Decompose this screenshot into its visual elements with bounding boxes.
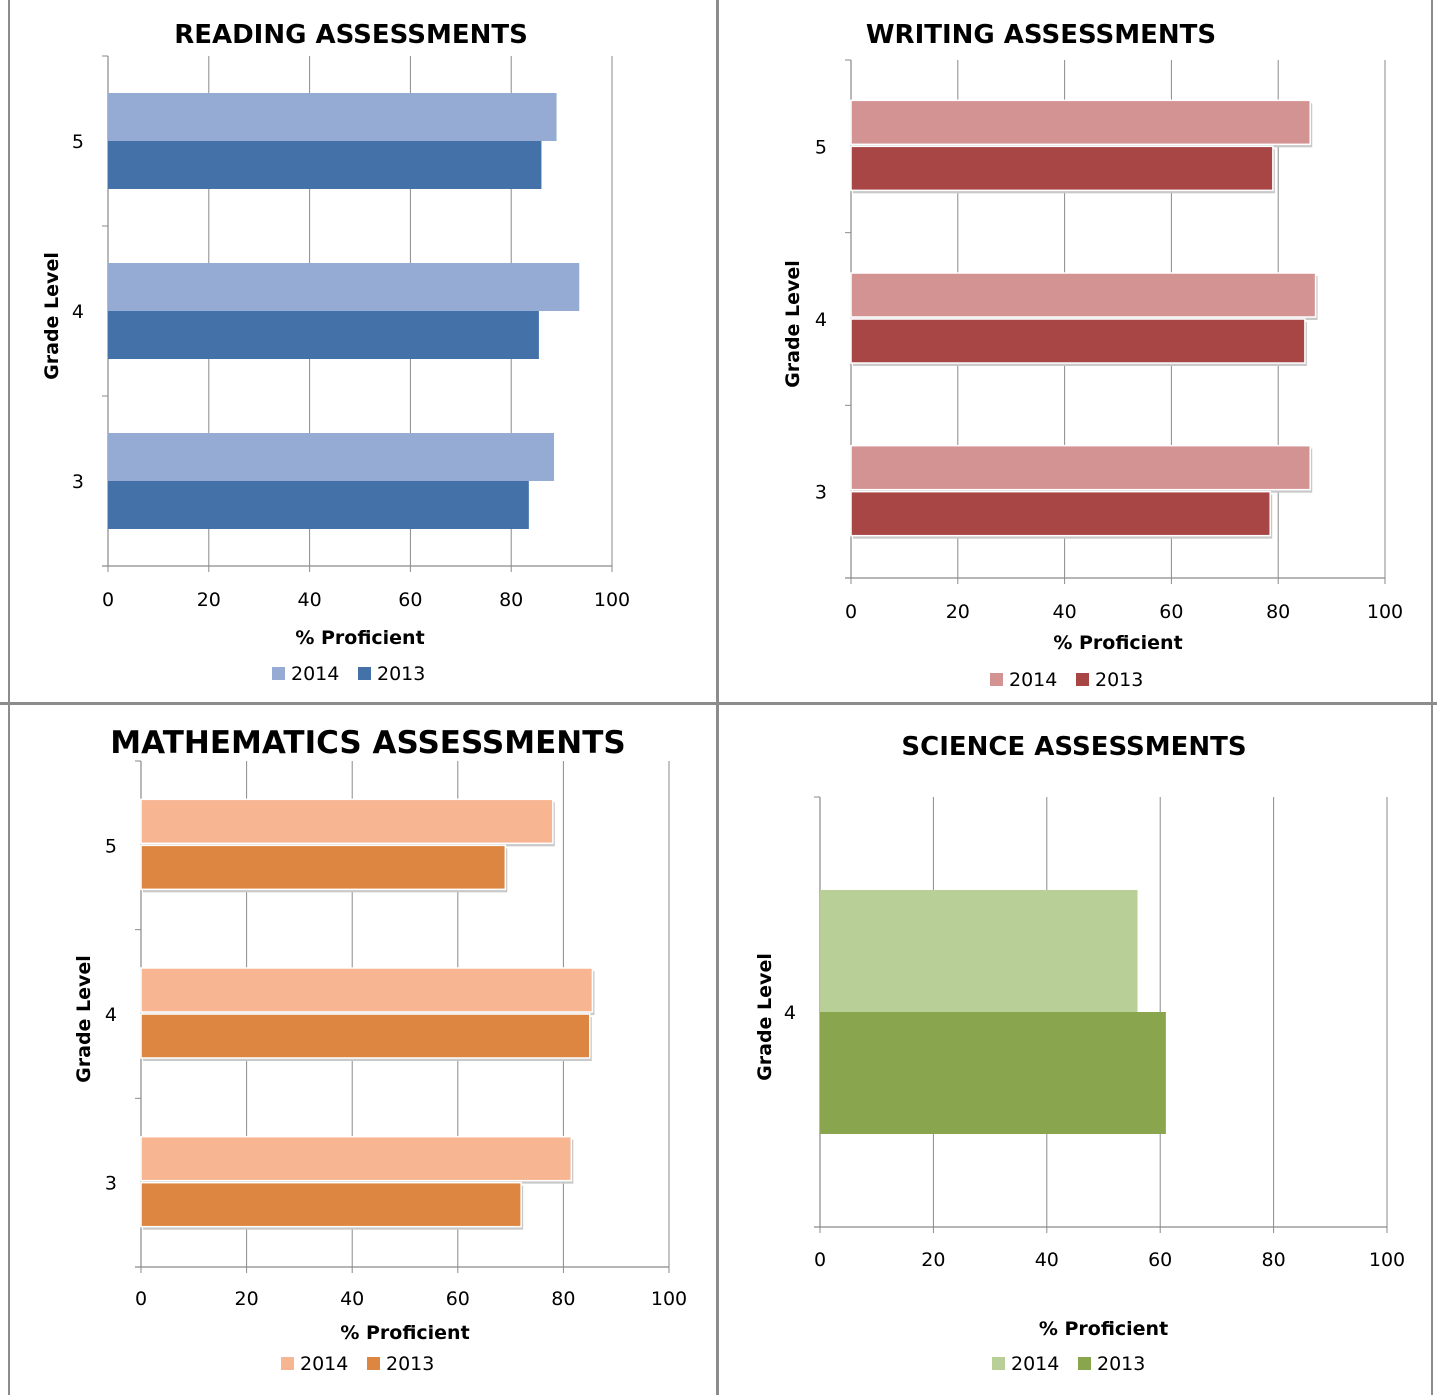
vertical-divider: [716, 0, 719, 1395]
writing-bar-2013-grade-5: [850, 145, 1274, 192]
science-legend-swatch-2014: [992, 1357, 1005, 1370]
reading-legend-swatch-2013: [358, 667, 371, 680]
science-legend-swatch-2013: [1078, 1357, 1091, 1370]
reading-bar-2014-grade-4: [108, 263, 580, 311]
reading-legend-swatch-2014: [272, 667, 285, 680]
mathematics-x-tick-label: 40: [340, 1288, 364, 1310]
writing-bar-2013-grade-3: [850, 490, 1271, 537]
reading-x-axis-title: % Proficient: [295, 627, 424, 649]
left-border: [8, 0, 10, 1395]
reading-x-tick-label: 80: [499, 589, 523, 611]
science-x-tick-label: 60: [1148, 1249, 1172, 1271]
horizontal-divider: [0, 702, 1437, 705]
writing-y-tick-label: 5: [815, 136, 827, 158]
writing-chart-panel: WRITING ASSESSMENTS 0 20 40 60 80 100 3 4 5 Grade …: [719, 0, 1437, 703]
writing-legend-label-2013: 2013: [1095, 669, 1143, 691]
science-y-axis-title: Grade Level: [754, 953, 776, 1081]
science-x-tick-label: 100: [1369, 1249, 1405, 1271]
reading-bar-2013-grade-3: [108, 481, 529, 529]
mathematics-bar-2013-grade-4: [140, 1013, 591, 1059]
writing-bar-2013-grade-4: [850, 318, 1306, 364]
mathematics-x-tick-label: 60: [446, 1288, 470, 1310]
science-chart: SCIENCE ASSESSMENTS 0 20 40 60 80 100 4 Grade Le…: [754, 732, 1405, 1375]
writing-chart-title: WRITING ASSESSMENTS: [866, 20, 1216, 50]
mathematics-y-axis-title: Grade Level: [73, 955, 95, 1083]
writing-bar-2014-grade-3: [850, 444, 1311, 491]
reading-bar-2013-grade-5: [108, 141, 542, 189]
writing-bar-2014-grade-5: [850, 99, 1311, 146]
mathematics-x-tick-label: 80: [551, 1288, 575, 1310]
reading-x-tick-label: 0: [102, 589, 114, 611]
reading-y-axis-title: Grade Level: [41, 252, 63, 380]
reading-chart-title: READING ASSESSMENTS: [174, 20, 528, 50]
writing-legend-swatch-2013: [1076, 673, 1089, 686]
reading-chart-panel: READING ASSESSMENTS 0 20 40 60 80 100 3 4 5 Grade …: [0, 0, 717, 703]
writing-x-tick-label: 0: [845, 601, 857, 623]
reading-x-tick-label: 60: [398, 589, 422, 611]
reading-bar-2013-grade-4: [108, 311, 539, 359]
reading-bar-2014-grade-3: [108, 433, 555, 481]
writing-legend-label-2014: 2014: [1009, 669, 1057, 691]
mathematics-y-tick-label: 3: [105, 1173, 117, 1195]
science-x-tick-label: 0: [814, 1249, 826, 1271]
writing-x-tick-label: 20: [946, 601, 970, 623]
mathematics-legend-swatch-2014: [281, 1357, 294, 1370]
reading-legend-label-2013: 2013: [377, 663, 425, 685]
science-bar-2013-grade-4: [820, 1012, 1166, 1134]
reading-bar-2014-grade-5: [108, 93, 557, 141]
writing-y-axis-title: Grade Level: [782, 260, 804, 388]
mathematics-x-axis-title: % Proficient: [340, 1322, 469, 1344]
writing-chart: WRITING ASSESSMENTS 0 20 40 60 80 100 3 4 5 Grade …: [782, 20, 1403, 691]
right-border: [1431, 0, 1433, 1395]
writing-y-tick-label: 4: [815, 309, 827, 331]
reading-x-tick-label: 100: [594, 589, 630, 611]
mathematics-x-tick-label: 100: [651, 1288, 687, 1310]
mathematics-bar-2014-grade-4: [140, 967, 594, 1013]
reading-y-tick-label: 5: [72, 131, 84, 153]
mathematics-chart: MATHEMATICS ASSESSMENTS 0 20 40 60 80 100 3 4 5 Gr…: [73, 725, 687, 1375]
writing-x-tick-label: 100: [1367, 601, 1403, 623]
science-x-tick-label: 40: [1035, 1249, 1059, 1271]
reading-chart: READING ASSESSMENTS 0 20 40 60 80 100 3 4 5 Grade …: [41, 20, 630, 685]
reading-x-tick-label: 20: [197, 589, 221, 611]
writing-x-axis-title: % Proficient: [1053, 632, 1182, 654]
science-chart-title: SCIENCE ASSESSMENTS: [901, 732, 1246, 762]
mathematics-x-tick-label: 0: [135, 1288, 147, 1310]
mathematics-chart-panel: MATHEMATICS ASSESSMENTS 0 20 40 60 80 100 3 4 5 Gr…: [0, 705, 717, 1395]
mathematics-bar-2014-grade-3: [140, 1135, 573, 1182]
science-x-tick-label: 20: [921, 1249, 945, 1271]
writing-x-tick-label: 60: [1159, 601, 1183, 623]
reading-y-tick-label: 3: [72, 471, 84, 493]
science-legend-label-2013: 2013: [1097, 1353, 1145, 1375]
mathematics-bar-2013-grade-3: [140, 1181, 522, 1228]
science-chart-panel: SCIENCE ASSESSMENTS 0 20 40 60 80 100 4 Grade Le…: [719, 705, 1437, 1395]
mathematics-bar-2014-grade-5: [140, 798, 554, 845]
science-x-tick-label: 80: [1262, 1249, 1286, 1271]
reading-legend-label-2014: 2014: [291, 663, 339, 685]
science-y-tick-label: 4: [784, 1002, 796, 1024]
writing-y-tick-label: 3: [815, 482, 827, 504]
writing-legend-swatch-2014: [990, 673, 1003, 686]
science-x-axis-title: % Proficient: [1039, 1318, 1168, 1340]
mathematics-chart-title: MATHEMATICS ASSESSMENTS: [110, 725, 625, 761]
mathematics-legend-label-2014: 2014: [300, 1353, 348, 1375]
reading-y-tick-label: 4: [72, 301, 84, 323]
mathematics-legend-label-2013: 2013: [386, 1353, 434, 1375]
writing-x-tick-label: 40: [1053, 601, 1077, 623]
mathematics-y-tick-label: 5: [105, 835, 117, 857]
mathematics-legend-swatch-2013: [367, 1357, 380, 1370]
science-bar-2014-grade-4: [820, 890, 1138, 1012]
mathematics-y-tick-label: 4: [105, 1004, 117, 1026]
writing-bar-2014-grade-4: [850, 272, 1317, 318]
science-legend-label-2014: 2014: [1011, 1353, 1059, 1375]
mathematics-x-tick-label: 20: [235, 1288, 259, 1310]
writing-x-tick-label: 80: [1266, 601, 1290, 623]
mathematics-bar-2013-grade-5: [140, 844, 507, 891]
reading-x-tick-label: 40: [298, 589, 322, 611]
